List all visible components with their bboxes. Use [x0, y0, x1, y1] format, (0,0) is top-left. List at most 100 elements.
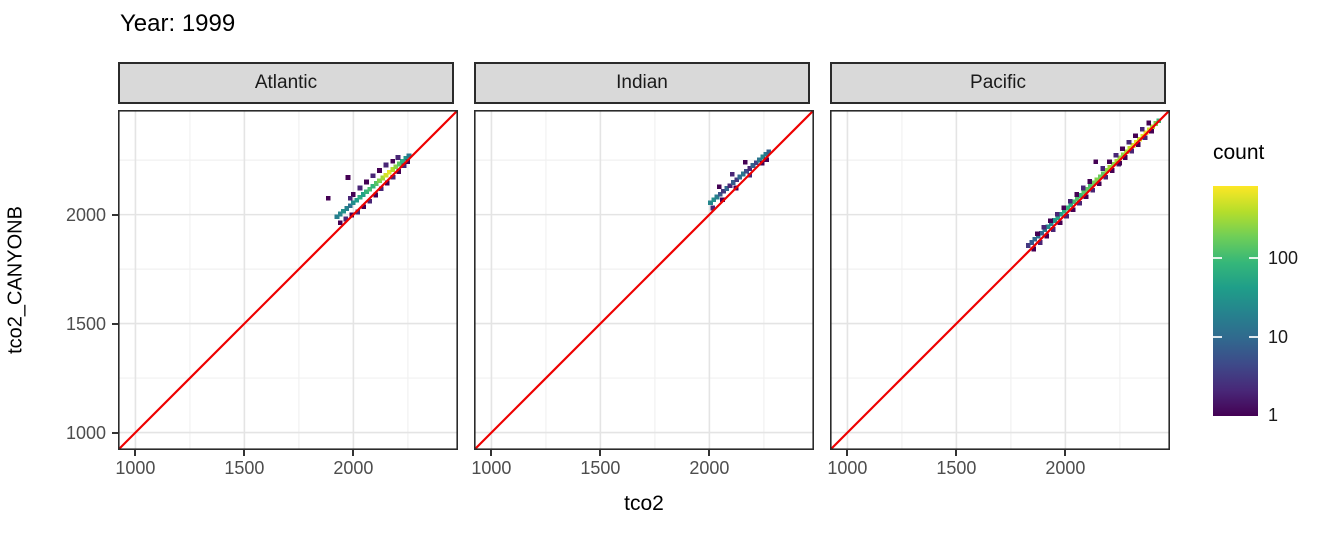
bin-tile: [1074, 192, 1080, 197]
bin-tile: [1055, 215, 1061, 220]
bin-tile: [708, 200, 713, 205]
bin-tile: [1113, 152, 1119, 158]
bin-tile: [378, 186, 384, 192]
bin-tile: [1136, 142, 1141, 147]
bin-tile: [750, 163, 756, 168]
bin-tile: [1064, 214, 1069, 219]
bin-tile: [724, 186, 730, 191]
bin-tile: [742, 159, 748, 165]
x-axis-tick-label: 1000: [827, 458, 868, 478]
x-axis-tick: [243, 450, 246, 456]
bin-tile: [393, 164, 399, 170]
bin-tile: [1149, 129, 1154, 134]
bin-tile: [344, 206, 350, 211]
bin-tile: [1061, 208, 1067, 214]
bin-tile: [1094, 177, 1100, 183]
bin-tile: [395, 155, 401, 160]
x-axis-tick-label: 2000: [689, 458, 730, 478]
panel-border: [474, 110, 814, 450]
bin-tile: [1100, 166, 1106, 171]
facet-strip-indian: Indian: [474, 62, 810, 104]
panel-plot-area: [474, 110, 814, 450]
bin-tile: [1139, 126, 1145, 132]
bin-tile: [1088, 183, 1093, 189]
bin-tile: [731, 180, 736, 185]
bin-tile: [1142, 135, 1148, 141]
bin-tile: [361, 204, 367, 210]
bin-tile: [1101, 171, 1106, 176]
bin-tile: [370, 173, 376, 179]
bin-tile: [337, 220, 343, 226]
bin-tile: [1078, 193, 1083, 198]
bin-tile: [386, 169, 392, 175]
bin-tile: [383, 172, 389, 178]
x-axis-tick: [846, 450, 849, 456]
bin-tile: [1025, 243, 1031, 248]
bin-tile: [744, 168, 749, 174]
bin-tile: [1035, 233, 1041, 239]
bin-tile: [1097, 174, 1103, 180]
bin-tile: [351, 200, 356, 206]
bin-tile: [367, 186, 373, 192]
facet-strip-pacific: Pacific: [830, 62, 1166, 104]
bin-tile: [1051, 227, 1056, 232]
x-axis-tick-label: 2000: [1045, 458, 1086, 478]
bin-tile: [1117, 160, 1123, 166]
bin-tile: [1107, 159, 1112, 165]
bin-tile: [720, 197, 725, 203]
bin-tile: [384, 180, 390, 186]
panel-plot-area: [830, 110, 1170, 450]
bin-tile: [1104, 168, 1110, 173]
bin-tile: [1048, 221, 1054, 227]
bin-tile: [1041, 224, 1047, 230]
bin-tile: [400, 158, 405, 164]
bin-tile: [373, 181, 379, 186]
bin-tile: [1133, 133, 1138, 139]
bin-tile: [334, 214, 340, 220]
legend-tick-mark: [1249, 256, 1258, 259]
bin-tile: [345, 175, 351, 180]
y-axis-tick-label: 1500: [65, 313, 106, 334]
bin-tile: [721, 188, 726, 194]
bin-tile: [401, 163, 407, 169]
bin-tile: [1081, 190, 1087, 195]
x-axis-tick-label: 1000: [471, 458, 512, 478]
bin-tile: [729, 171, 735, 177]
bin-tile: [405, 159, 411, 165]
bin-tile: [1057, 220, 1063, 226]
bin-tile: [390, 158, 395, 164]
bin-tile: [357, 195, 363, 200]
bin-tile: [766, 149, 772, 155]
bin-tile: [396, 169, 402, 174]
facet-strip-label: Atlantic: [254, 72, 318, 93]
legend-tick-mark: [1213, 256, 1222, 259]
bin-tile: [1065, 205, 1070, 211]
x-axis-tick-label: 1500: [224, 458, 265, 478]
bin-tile: [1077, 200, 1082, 206]
y-axis-tick: [112, 322, 118, 325]
identity-line: [830, 110, 1170, 450]
bin-tile: [1120, 146, 1125, 152]
plot-title: Year: 1999: [120, 10, 236, 37]
bin-tile: [1039, 230, 1044, 236]
x-axis-tick: [490, 450, 493, 456]
x-axis-tick-label: 1000: [115, 458, 156, 478]
identity-line: [118, 110, 458, 450]
bin-tile: [351, 192, 356, 197]
bin-tile: [1058, 212, 1064, 217]
bin-tile: [710, 205, 716, 211]
x-axis-title: tco2: [624, 492, 664, 515]
bin-tile: [1037, 240, 1043, 245]
bin-tile: [1103, 174, 1109, 180]
bin-tile: [1029, 240, 1034, 245]
bin-tile: [1114, 158, 1119, 164]
bin-tile: [364, 189, 369, 195]
bin-tile: [1075, 196, 1080, 202]
bin-tile: [1032, 236, 1038, 242]
x-axis-tick: [134, 450, 137, 456]
bin-tile: [1054, 211, 1060, 217]
bin-tile: [1084, 186, 1090, 192]
y-axis-tick: [112, 431, 118, 434]
bin-tile: [1042, 227, 1048, 233]
bin-tile: [1035, 231, 1040, 237]
